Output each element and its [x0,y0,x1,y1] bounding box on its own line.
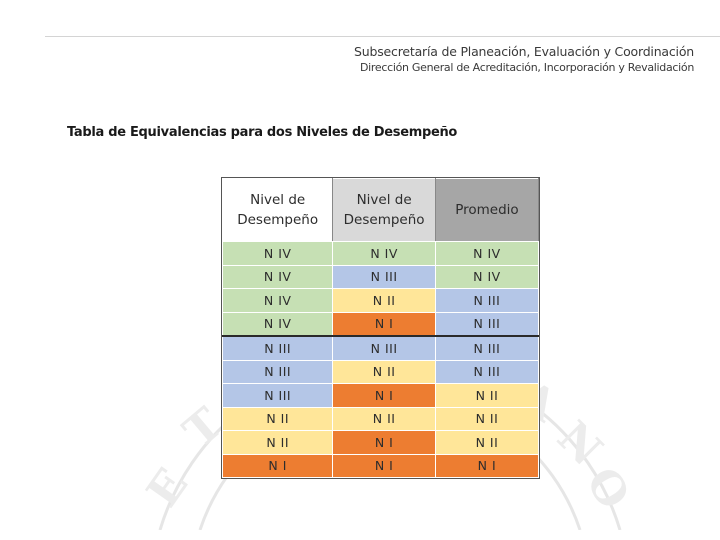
cell-promedio: N IV [434,264,540,289]
table-row: N III N III N III [221,335,540,361]
cell-promedio: N III [434,311,540,337]
cell-nivel-1: N II [221,430,334,455]
svg-text:O: O [576,459,640,519]
cell-nivel-1: N IV [221,311,334,337]
cell-nivel-2: N II [332,288,436,313]
cell-nivel-1: N III [221,335,334,361]
direccion-label: Dirección General de Acreditación, Incor… [359,61,694,74]
cell-nivel-1: N IV [221,288,334,313]
svg-text:E: E [137,460,198,517]
table-row: N I N I N I [221,453,540,478]
table-row: N III N I N II [221,383,540,408]
table-row: N IV N I N III [221,311,540,337]
cell-nivel-2: N I [332,430,436,455]
cell-promedio: N I [434,453,540,478]
equivalence-table: Nivel de Desempeño Nivel de Desempeño Pr… [221,177,540,479]
cell-nivel-1: N II [221,406,334,431]
table-header-row: Nivel de Desempeño Nivel de Desempeño Pr… [221,178,540,242]
cell-nivel-2: N I [332,383,436,408]
header-nivel-2: Nivel de Desempeño [332,178,436,242]
cell-nivel-2: N IV [332,241,436,266]
cell-nivel-2: N I [332,311,436,337]
svg-text:N: N [547,412,612,477]
table-row: N IV N IV N IV [221,241,540,266]
header-divider [45,36,720,37]
cell-promedio: N II [434,430,540,455]
cell-nivel-1: N I [221,453,334,478]
header-nivel-1: Nivel de Desempeño [221,178,334,242]
cell-promedio: N III [434,288,540,313]
cell-promedio: N II [434,383,540,408]
table-row: N II N II N II [221,406,540,431]
cell-nivel-2: N I [332,453,436,478]
table-row: N II N I N II [221,430,540,455]
cell-promedio: N IV [434,241,540,266]
table-row: N III N II N III [221,359,540,384]
cell-nivel-2: N III [332,264,436,289]
cell-nivel-1: N IV [221,264,334,289]
cell-nivel-2: N III [332,335,436,361]
subsecretaria-label: Subsecretaría de Planeación, Evaluación … [354,44,694,59]
cell-nivel-1: N III [221,383,334,408]
cell-nivel-2: N II [332,406,436,431]
cell-promedio: N III [434,335,540,361]
header-promedio: Promedio [434,178,540,242]
cell-promedio: N II [434,406,540,431]
institution-header: Subsecretaría de Planeación, Evaluación … [354,44,694,74]
cell-nivel-1: N IV [221,241,334,266]
table-row: N IV N III N IV [221,264,540,289]
cell-promedio: N III [434,359,540,384]
cell-nivel-2: N II [332,359,436,384]
page-title: Tabla de Equivalencias para dos Niveles … [67,125,458,140]
cell-nivel-1: N III [221,359,334,384]
table-row: N IV N II N III [221,288,540,313]
